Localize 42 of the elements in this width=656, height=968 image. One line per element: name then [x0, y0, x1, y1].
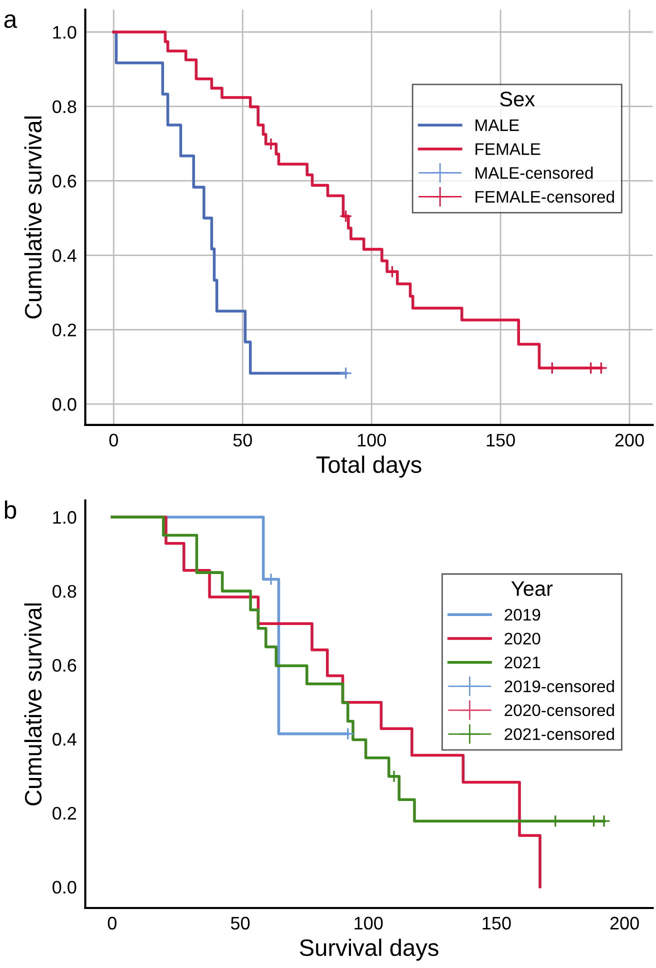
x-tick-label: 100	[358, 434, 386, 447]
legend-label: FEMALE	[476, 143, 540, 155]
x-tick-label: 150	[486, 434, 515, 447]
legend-label: 2019-censored	[504, 680, 614, 692]
legend-label: 2021-censored	[504, 728, 614, 740]
y-tick-label: 0.4	[52, 732, 76, 746]
y-tick-label: 0.4	[52, 249, 76, 262]
x-tick-label: 200	[610, 916, 639, 930]
text: b	[4, 500, 16, 519]
legend-title: Year	[511, 581, 553, 596]
x-tick-label: 0	[109, 434, 118, 447]
y-tick-label: 0.2	[52, 324, 76, 336]
y-tick-label: 0.6	[52, 174, 76, 188]
y-tick-label: 0.8	[52, 584, 76, 598]
y-tick-label: 1.0	[53, 26, 76, 39]
legend-label: 2020	[504, 632, 540, 645]
y-tick-label: 0.6	[52, 658, 76, 672]
legend-label: MALE	[476, 119, 519, 131]
x-tick-label: 0	[108, 916, 116, 930]
x-tick-label: 50	[230, 916, 250, 930]
x-tick-label: 150	[482, 916, 511, 930]
legend-label: MALE-censored	[476, 166, 593, 179]
x-axis-title: Survival days	[300, 938, 438, 961]
y-axis-title: Cumulative survival	[24, 603, 42, 806]
point	[339, 366, 352, 380]
y-tick-label: 0.8	[52, 100, 76, 114]
legend-label: 2021	[504, 656, 540, 668]
legend-label: 2019	[504, 608, 540, 621]
y-tick-label: 1.0	[53, 511, 76, 524]
x-axis-title: Total days	[316, 456, 422, 478]
point	[339, 210, 352, 223]
text: a	[4, 14, 18, 28]
y-tick-label: 0.0	[52, 880, 76, 894]
y-tick-label: 0.2	[52, 806, 76, 820]
y-axis-title: Cumulative survival	[24, 116, 42, 318]
legend-label: 2020-censored	[504, 704, 614, 716]
x-tick-label: 200	[615, 434, 644, 447]
x-tick-label: 50	[233, 434, 252, 447]
x-tick-label: 100	[354, 916, 383, 930]
y-tick-label: 0.0	[52, 398, 76, 411]
legend-label: FEMALE-censored	[476, 190, 614, 203]
legend-title: Sex	[500, 92, 535, 106]
